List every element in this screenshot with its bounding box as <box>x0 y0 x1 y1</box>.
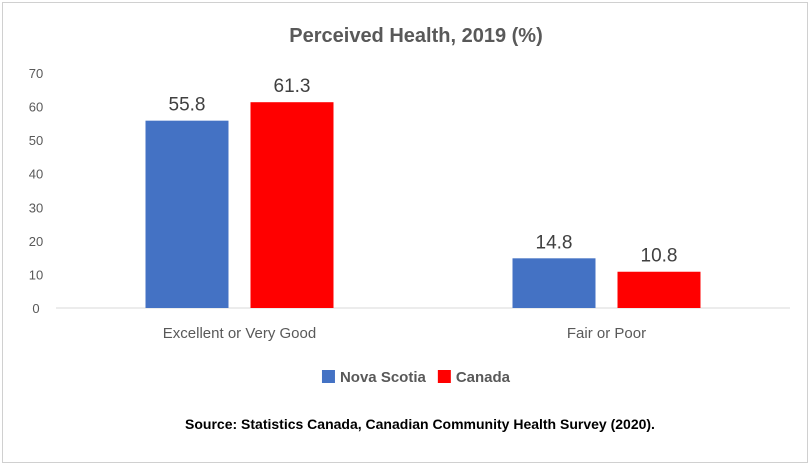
x-tick-label: Fair or Poor <box>567 325 646 342</box>
data-label: 10.8 <box>641 246 678 267</box>
x-tick-label: Excellent or Very Good <box>163 325 316 342</box>
y-tick-label: 50 <box>29 133 43 148</box>
data-label: 61.3 <box>274 76 311 97</box>
y-axis: 0 10 20 30 40 50 60 70 <box>29 66 43 316</box>
chart-frame <box>2 2 808 463</box>
legend-swatch <box>321 370 335 383</box>
bars <box>145 102 701 309</box>
legend-item: Canada <box>437 369 511 386</box>
x-axis: Excellent or Very Good Fair or Poor <box>163 325 646 342</box>
y-tick-label: 60 <box>29 100 43 115</box>
y-tick-label: 10 <box>29 267 43 282</box>
data-label: 14.8 <box>536 232 573 253</box>
y-tick-label: 70 <box>29 66 43 81</box>
legend-label: Canada <box>456 369 511 386</box>
bar-nova-scotia-1 <box>145 120 229 309</box>
y-tick-label: 20 <box>29 234 43 249</box>
data-labels: 55.8 61.3 14.8 10.8 <box>169 76 678 267</box>
data-label: 55.8 <box>169 95 206 116</box>
source-note: Source: Statistics Canada, Canadian Comm… <box>185 416 655 432</box>
bar-canada-1 <box>250 102 334 308</box>
legend-item: Nova Scotia <box>321 369 427 386</box>
legend: Nova Scotia Canada <box>321 369 511 386</box>
bar-canada-2 <box>617 271 701 308</box>
y-tick-label: 40 <box>29 167 43 182</box>
legend-swatch <box>437 370 451 383</box>
y-tick-label: 0 <box>32 301 39 316</box>
bar-nova-scotia-2 <box>512 258 596 308</box>
chart-title: Perceived Health, 2019 (%) <box>289 25 542 47</box>
legend-label: Nova Scotia <box>340 369 427 386</box>
y-tick-label: 30 <box>29 200 43 215</box>
